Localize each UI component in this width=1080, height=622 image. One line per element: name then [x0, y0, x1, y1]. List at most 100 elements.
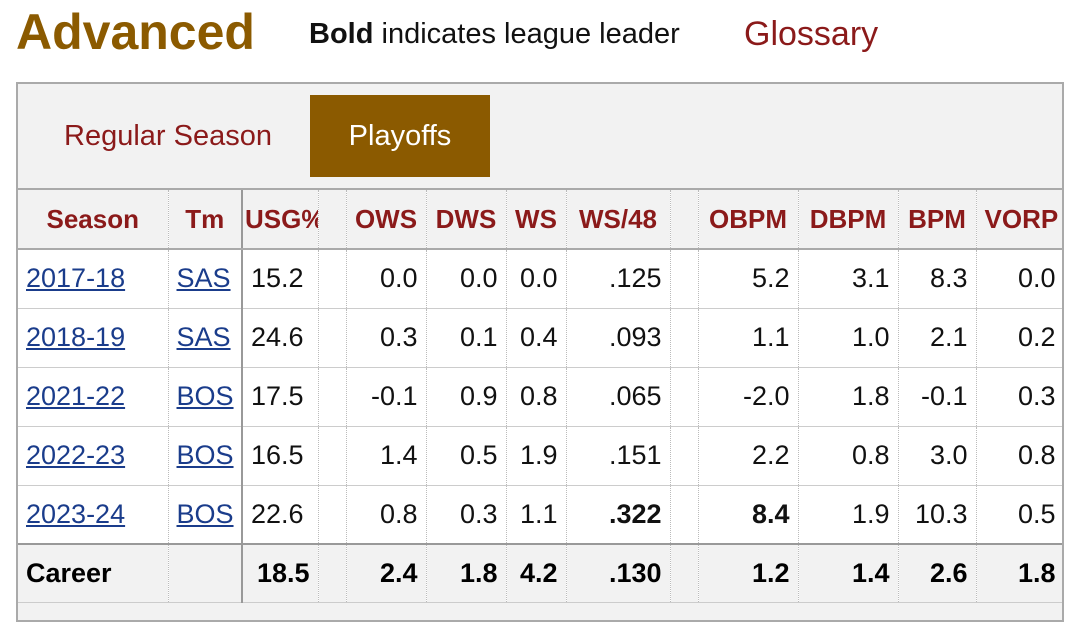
spacer-cell — [670, 485, 699, 545]
ows-cell: 1.4 — [346, 426, 427, 486]
dws-cell: 0.1 — [426, 308, 507, 368]
note-bold-text: Bold — [309, 18, 374, 50]
vorp-cell: 0.2 — [976, 308, 1062, 368]
obpm-cell: 2.2 — [698, 426, 799, 486]
dbpm-cell: 1.0 — [798, 308, 899, 368]
ws-cell: 1.9 — [506, 426, 567, 486]
col-header-spacer — [670, 188, 699, 250]
table-row: 2023-24 BOS 22.6 0.8 0.3 1.1 .322 8.4 1.… — [18, 485, 1062, 545]
note-text: indicates league leader — [373, 18, 680, 50]
season-link[interactable]: 2022-23 — [26, 440, 126, 470]
spacer-cell — [318, 308, 347, 368]
bpm-cell: 2.1 — [898, 308, 977, 368]
spacer-cell — [318, 367, 347, 427]
table-row: 2017-18 SAS 15.2 0.0 0.0 0.0 .125 5.2 3.… — [18, 249, 1062, 309]
season-cell: 2021-22 — [18, 367, 169, 427]
usg-cell: 17.5 — [241, 367, 319, 427]
col-header-season[interactable]: Season — [18, 188, 169, 250]
team-link[interactable]: BOS — [176, 381, 234, 411]
col-header-vorp[interactable]: VORP — [976, 188, 1062, 250]
spacer-cell — [670, 367, 699, 427]
season-cell: 2023-24 — [18, 485, 169, 545]
team-cell: BOS — [168, 367, 243, 427]
vorp-cell: 1.8 — [976, 543, 1062, 603]
team-link[interactable]: BOS — [176, 440, 234, 470]
team-cell — [168, 543, 243, 603]
ws-cell: 1.1 — [506, 485, 567, 545]
spacer-cell — [670, 308, 699, 368]
usg-cell: 16.5 — [241, 426, 319, 486]
ws-cell: 0.4 — [506, 308, 567, 368]
col-header-ws48[interactable]: WS/48 — [566, 188, 671, 250]
ws48-cell: .151 — [566, 426, 671, 486]
tab-regular-season[interactable]: Regular Season — [64, 120, 272, 152]
team-cell: BOS — [168, 485, 243, 545]
team-cell: BOS — [168, 426, 243, 486]
bpm-cell: -0.1 — [898, 367, 977, 427]
season-cell: 2022-23 — [18, 426, 169, 486]
col-header-team[interactable]: Tm — [168, 188, 243, 250]
team-link[interactable]: SAS — [176, 322, 231, 352]
season-link[interactable]: 2018-19 — [26, 322, 126, 352]
glossary-link[interactable]: Glossary — [744, 15, 879, 53]
col-header-dbpm[interactable]: DBPM — [798, 188, 899, 250]
obpm-cell-league-leader: 8.4 — [698, 485, 799, 545]
col-header-bpm[interactable]: BPM — [898, 188, 977, 250]
col-header-ws[interactable]: WS — [506, 188, 567, 250]
table-row: 2022-23 BOS 16.5 1.4 0.5 1.9 .151 2.2 0.… — [18, 426, 1062, 486]
spacer-cell — [670, 249, 699, 309]
season-cell: 2018-19 — [18, 308, 169, 368]
spacer-cell — [318, 426, 347, 486]
tab-playoffs[interactable]: Playoffs — [310, 95, 490, 177]
vorp-cell: 0.5 — [976, 485, 1062, 545]
table-row: 2021-22 BOS 17.5 -0.1 0.9 0.8 .065 -2.0 … — [18, 367, 1062, 427]
vorp-cell: 0.8 — [976, 426, 1062, 486]
ows-cell: 2.4 — [346, 543, 427, 603]
career-label: Career — [18, 543, 169, 603]
ows-cell: 0.8 — [346, 485, 427, 545]
ws48-cell: .130 — [566, 543, 671, 603]
usg-cell: 24.6 — [241, 308, 319, 368]
vorp-cell: 0.0 — [976, 249, 1062, 309]
season-link[interactable]: 2017-18 — [26, 263, 126, 294]
section-header: Advanced Bold indicates league leader Gl… — [16, 0, 1080, 70]
usg-cell: 15.2 — [241, 249, 319, 309]
dbpm-cell: 1.9 — [798, 485, 899, 545]
season-link[interactable]: 2023-24 — [26, 498, 126, 529]
tab-bar: Regular Season Playoffs — [18, 84, 1062, 188]
career-row: Career 18.5 2.4 1.8 4.2 .130 1.2 1.4 2.6… — [18, 543, 1062, 603]
spacer-cell — [318, 485, 347, 545]
obpm-cell: 1.1 — [698, 308, 799, 368]
advanced-stats-panel: Regular Season Playoffs Season Tm USG% O… — [16, 82, 1064, 622]
ws-cell: 0.8 — [506, 367, 567, 427]
table-header-row: Season Tm USG% OWS DWS WS WS/48 OBPM DBP… — [18, 188, 1062, 250]
col-header-dws[interactable]: DWS — [426, 188, 507, 250]
ows-cell: 0.0 — [346, 249, 427, 309]
bpm-cell: 2.6 — [898, 543, 977, 603]
bpm-cell: 3.0 — [898, 426, 977, 486]
dbpm-cell: 3.1 — [798, 249, 899, 309]
dws-cell: 0.5 — [426, 426, 507, 486]
usg-cell: 22.6 — [241, 485, 319, 545]
ows-cell: -0.1 — [346, 367, 427, 427]
ws-cell: 0.0 — [506, 249, 567, 309]
vorp-cell: 0.3 — [976, 367, 1062, 427]
ws48-cell: .125 — [566, 249, 671, 309]
team-link[interactable]: SAS — [176, 263, 231, 294]
dws-cell: 1.8 — [426, 543, 507, 603]
team-link[interactable]: BOS — [176, 498, 234, 529]
dws-cell: 0.9 — [426, 367, 507, 427]
spacer-cell — [318, 249, 347, 309]
dbpm-cell: 0.8 — [798, 426, 899, 486]
col-header-usg[interactable]: USG% — [241, 188, 319, 250]
section-title: Advanced — [16, 4, 255, 60]
col-header-ows[interactable]: OWS — [346, 188, 427, 250]
ws-cell: 4.2 — [506, 543, 567, 603]
usg-cell: 18.5 — [241, 543, 319, 603]
season-link[interactable]: 2021-22 — [26, 381, 126, 411]
dws-cell: 0.0 — [426, 249, 507, 309]
spacer-cell — [318, 543, 347, 603]
spacer-cell — [670, 543, 699, 603]
col-header-obpm[interactable]: OBPM — [698, 188, 799, 250]
obpm-cell: 1.2 — [698, 543, 799, 603]
